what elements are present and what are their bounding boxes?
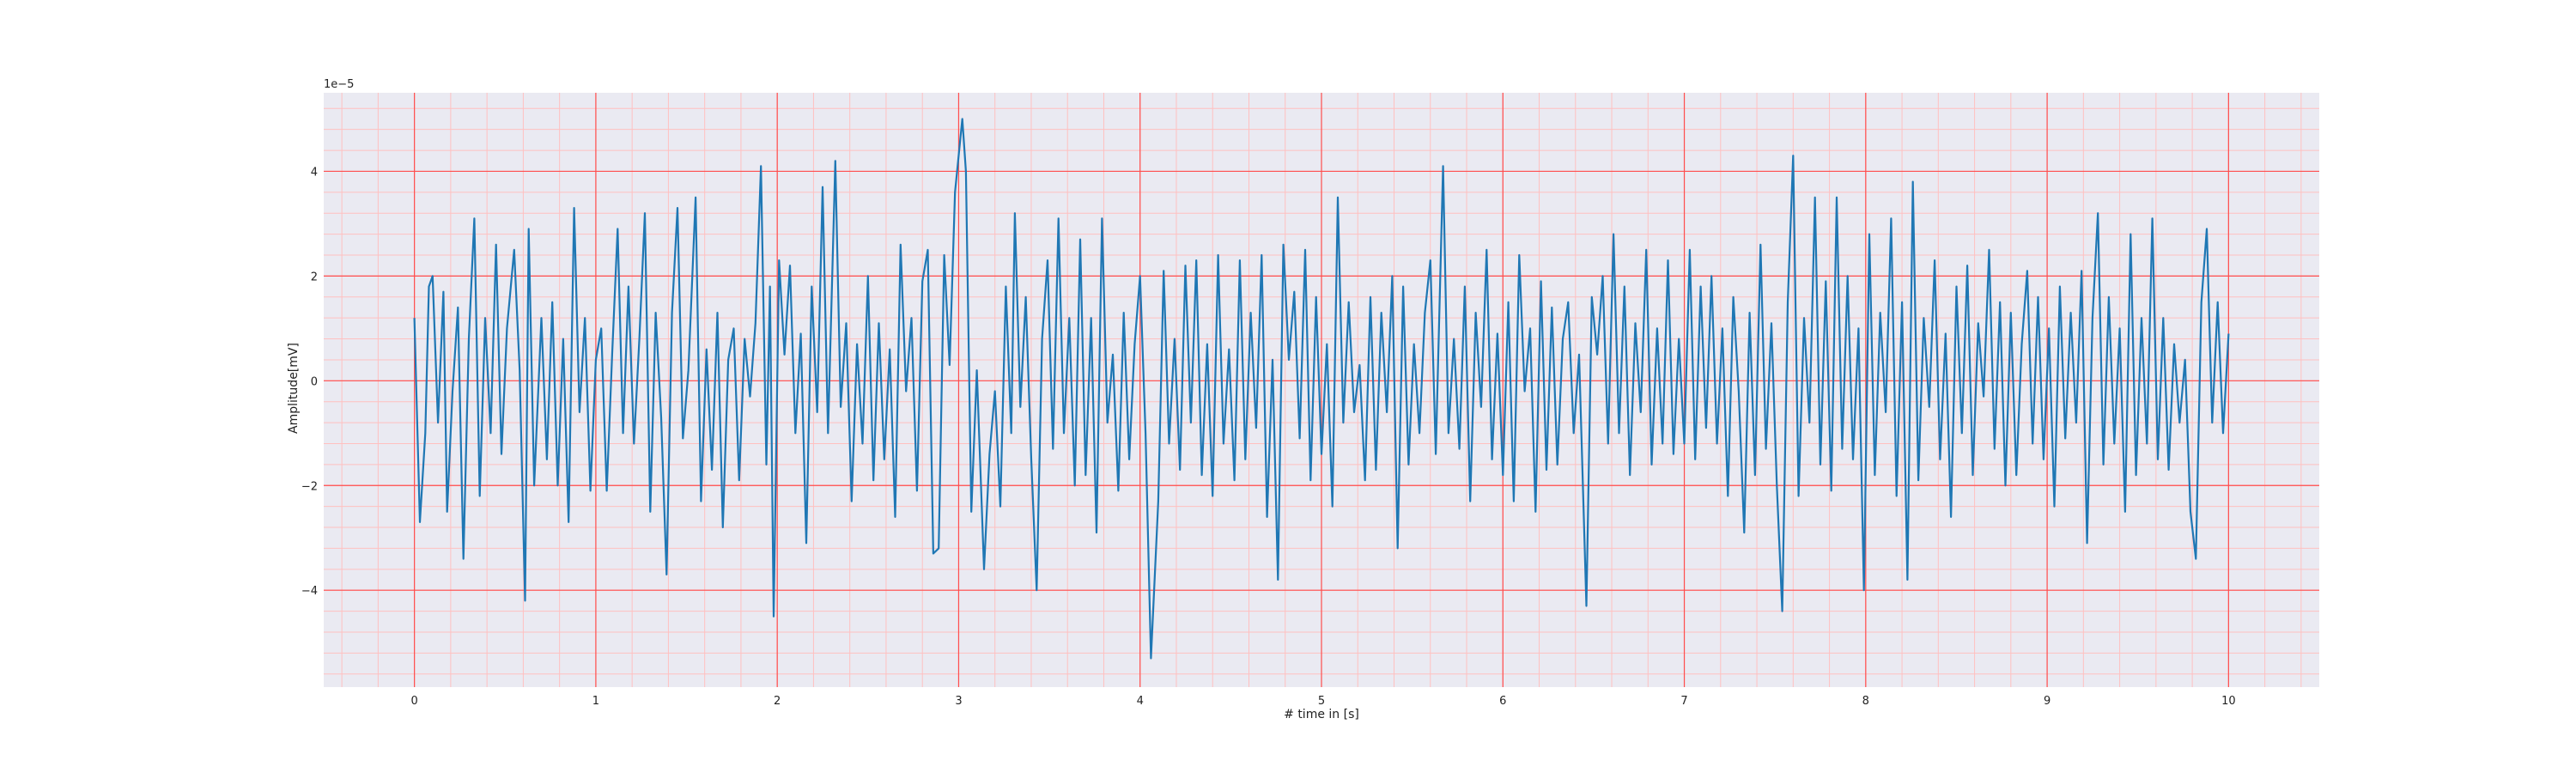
x-axis-label: # time in [s] <box>1284 708 1359 721</box>
y-tick-label: −4 <box>301 585 318 598</box>
series-line <box>413 118 2230 660</box>
x-tick-label: 8 <box>1862 695 1869 708</box>
major-grid <box>324 93 2319 687</box>
x-tick-label: 5 <box>1318 695 1325 708</box>
y-tick-label: 4 <box>311 166 318 179</box>
x-tick-label: 0 <box>410 695 417 708</box>
x-tick-label: 4 <box>1137 695 1144 708</box>
y-tick-labels: −4 −2 0 2 4 <box>301 166 318 598</box>
y-axis-label: Amplitude[mV] <box>287 343 301 434</box>
x-tick-label: 7 <box>1680 695 1687 708</box>
y-tick-label: −2 <box>301 480 318 493</box>
x-tick-label: 6 <box>1499 695 1506 708</box>
x-tick-label: 2 <box>774 695 781 708</box>
x-tick-labels: 0 1 2 3 4 5 6 7 8 9 10 <box>410 695 2235 708</box>
x-tick-label: 3 <box>955 695 962 708</box>
y-tick-label: 2 <box>311 271 318 283</box>
y-tick-label: 0 <box>311 375 318 388</box>
x-tick-label: 9 <box>2044 695 2050 708</box>
x-tick-label: 1 <box>592 695 599 708</box>
x-tick-label: 10 <box>2221 695 2236 708</box>
y-multiplier-label: 1e−5 <box>324 78 354 91</box>
